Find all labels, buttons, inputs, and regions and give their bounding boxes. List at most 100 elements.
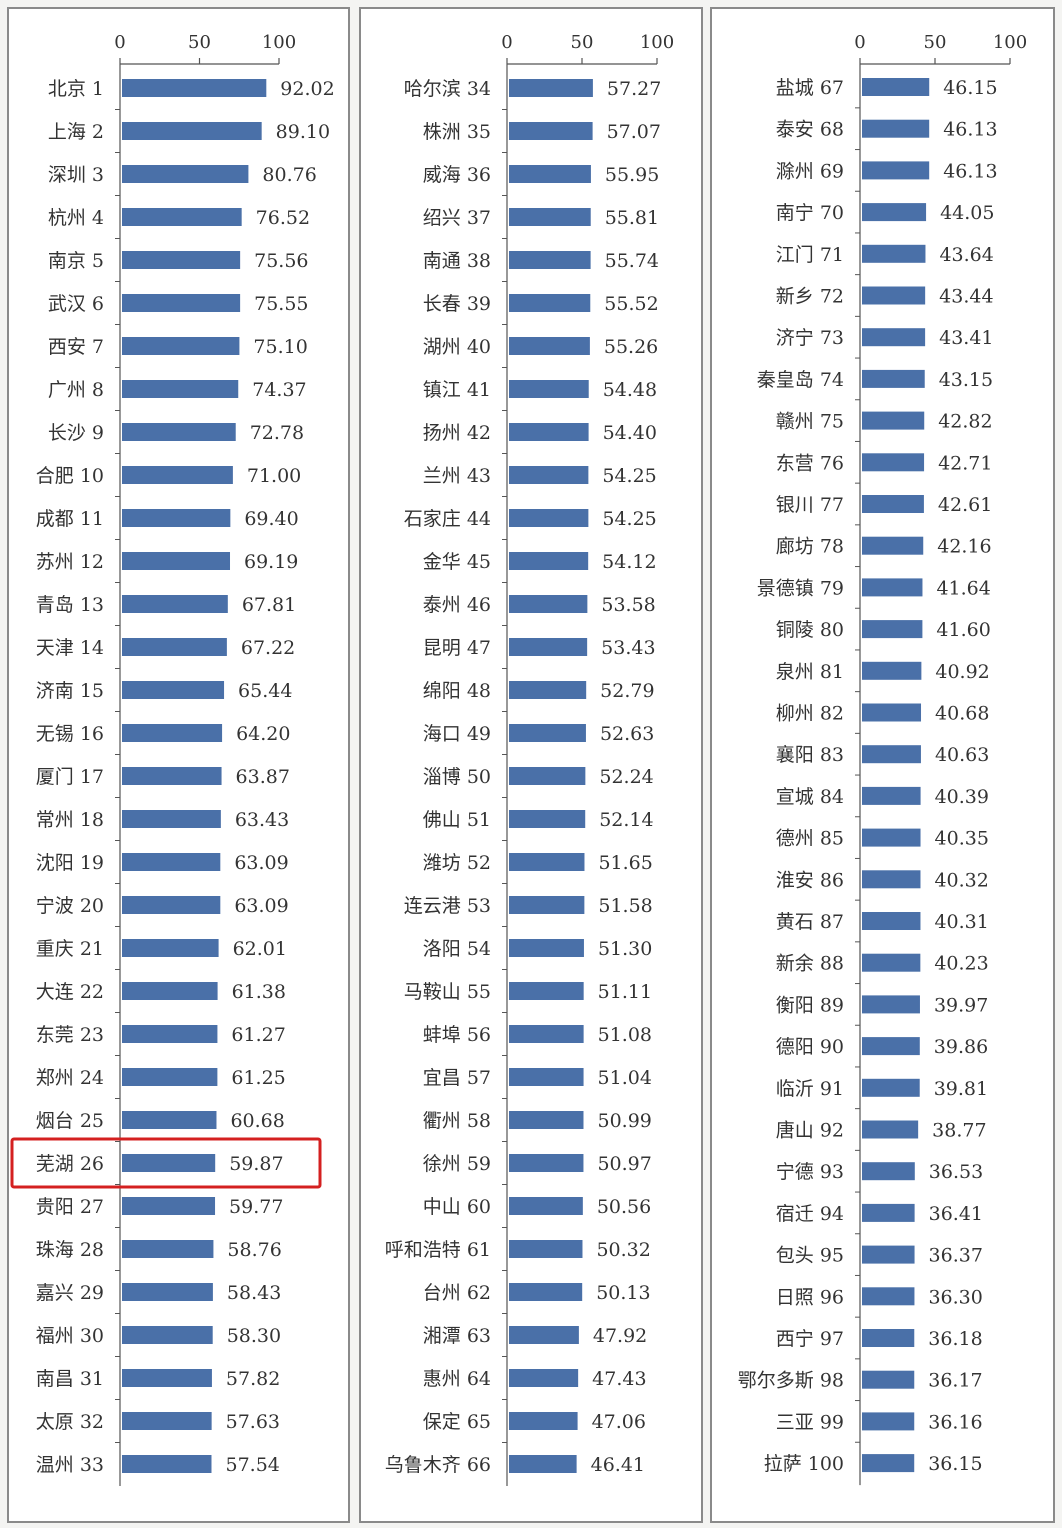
bar (862, 870, 921, 889)
category-label: 秦皇岛 74 (757, 369, 844, 391)
value-label: 59.87 (229, 1153, 283, 1175)
value-label: 76.52 (256, 207, 310, 229)
category-label: 宁波 20 (36, 895, 104, 917)
value-label: 80.76 (262, 164, 316, 186)
value-label: 71.00 (247, 465, 301, 487)
category-label: 包头 95 (776, 1245, 844, 1267)
value-label: 38.77 (932, 1120, 986, 1142)
category-label: 长沙 9 (48, 422, 104, 444)
x-tick-label: 50 (188, 32, 211, 53)
category-label: 呼和浩特 61 (385, 1239, 491, 1261)
category-label: 南宁 70 (776, 202, 844, 224)
bar (509, 1197, 583, 1215)
category-label: 珠海 28 (36, 1239, 104, 1261)
value-label: 51.30 (598, 938, 652, 960)
category-label: 新乡 72 (776, 286, 844, 308)
category-label: 南京 5 (48, 250, 104, 272)
bar (509, 79, 593, 97)
bar (862, 661, 922, 680)
bar (509, 853, 585, 871)
value-label: 63.09 (234, 852, 288, 874)
value-label: 40.68 (935, 703, 989, 725)
x-tick-label: 0 (501, 32, 512, 53)
value-label: 58.43 (227, 1282, 281, 1304)
bar (862, 1162, 915, 1181)
bar (122, 982, 218, 1000)
bar (862, 536, 924, 555)
bar (122, 681, 225, 699)
bar (122, 939, 219, 957)
value-label: 54.40 (603, 422, 657, 444)
bar (862, 161, 930, 180)
category-label: 上海 2 (48, 121, 104, 143)
bar (509, 251, 591, 269)
value-label: 36.16 (928, 1411, 982, 1433)
category-label: 德州 85 (776, 828, 844, 850)
bar (122, 466, 233, 484)
bar (509, 1154, 584, 1172)
value-label: 53.43 (601, 637, 655, 659)
category-label: 兰州 43 (423, 465, 491, 487)
category-label: 南昌 31 (36, 1368, 104, 1390)
bar (862, 1370, 915, 1389)
bar (862, 745, 921, 764)
bar (509, 208, 591, 226)
bar (862, 995, 920, 1014)
bar (862, 1412, 915, 1431)
value-label: 39.97 (934, 994, 988, 1016)
bar (862, 1037, 920, 1056)
value-label: 39.81 (934, 1078, 988, 1100)
value-label: 54.25 (602, 465, 656, 487)
value-label: 61.25 (231, 1067, 285, 1089)
value-label: 40.63 (935, 744, 989, 766)
bar (509, 1240, 583, 1258)
category-label: 东莞 23 (36, 1024, 104, 1046)
category-label: 长春 39 (423, 293, 491, 315)
value-label: 46.41 (591, 1454, 645, 1476)
value-label: 55.95 (605, 164, 659, 186)
bar (509, 681, 587, 699)
value-label: 69.19 (244, 551, 298, 573)
value-label: 52.14 (599, 809, 653, 831)
category-label: 黄石 87 (776, 911, 844, 933)
value-label: 40.23 (934, 953, 988, 975)
category-label: 常州 18 (36, 809, 104, 831)
value-label: 42.16 (937, 536, 991, 558)
bar (122, 165, 249, 183)
category-label: 唐山 92 (776, 1120, 844, 1142)
category-label: 海口 49 (423, 723, 491, 745)
value-label: 59.77 (229, 1196, 283, 1218)
value-label: 50.13 (596, 1282, 650, 1304)
category-label: 扬州 42 (423, 422, 491, 444)
value-label: 50.32 (596, 1239, 650, 1261)
category-label: 绍兴 37 (423, 207, 491, 229)
bar (862, 1454, 915, 1473)
value-label: 36.41 (929, 1203, 983, 1225)
bar (862, 203, 927, 222)
bar (509, 939, 584, 957)
value-label: 43.44 (939, 286, 993, 308)
bar (122, 251, 241, 269)
bar (862, 1287, 915, 1306)
value-label: 36.15 (928, 1453, 982, 1475)
x-tick-label: 100 (262, 32, 296, 53)
category-label: 徐州 59 (423, 1153, 491, 1175)
category-label: 泰州 46 (423, 594, 491, 616)
bar (122, 509, 231, 527)
value-label: 57.54 (225, 1454, 279, 1476)
bar (862, 620, 923, 639)
bar (122, 1197, 216, 1215)
category-label: 福州 30 (36, 1325, 104, 1347)
bar (122, 1412, 212, 1430)
bar (509, 638, 588, 656)
category-label: 连云港 53 (404, 895, 491, 917)
bar (509, 294, 591, 312)
value-label: 40.31 (934, 911, 988, 933)
category-label: 青岛 13 (36, 594, 104, 616)
category-label: 柳州 82 (776, 703, 844, 725)
category-label: 温州 33 (36, 1454, 104, 1476)
category-label: 鄂尔多斯 98 (738, 1370, 844, 1392)
value-label: 58.30 (227, 1325, 281, 1347)
bar (862, 1078, 920, 1097)
bar (862, 119, 930, 138)
